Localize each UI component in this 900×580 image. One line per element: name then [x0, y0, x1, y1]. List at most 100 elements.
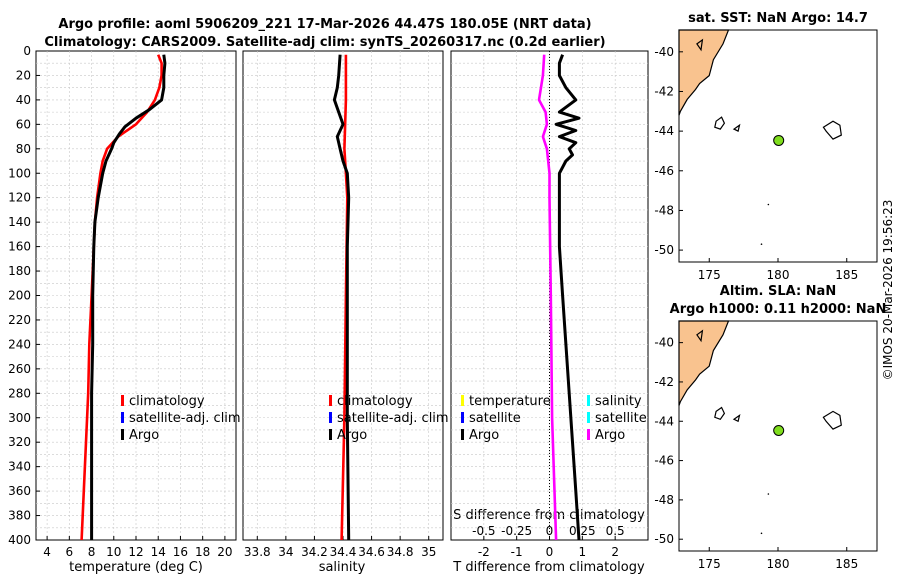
- temperature-legend-swatch: [121, 429, 124, 440]
- depth-tick-label: 0: [23, 44, 31, 58]
- salinity-xtick-label: 33.8: [244, 545, 271, 559]
- difference-series-argo-temperature-difference: [554, 54, 581, 541]
- depth-tick-label: 280: [8, 386, 31, 400]
- map_sla-xtick-label: 185: [835, 557, 858, 571]
- map_sla-islet: [767, 493, 770, 495]
- depth-tick-label: 380: [8, 509, 31, 523]
- map_sst-ytick-label: -48: [654, 203, 674, 217]
- map_sst-island: [822, 120, 842, 140]
- depth-tick-label: 260: [8, 362, 31, 376]
- temperature-legend-label: Argo: [129, 428, 159, 443]
- salinity-diff-tick-label: -0.25: [501, 524, 532, 538]
- salinity-xtick-label: 35: [421, 545, 436, 559]
- difference-xtick-label: 1: [579, 545, 587, 559]
- map_sla-islet: [760, 532, 763, 535]
- salinity-diff-legend-swatch: [587, 429, 590, 440]
- temperature-xtick-label: 12: [128, 545, 143, 559]
- map_sla-ytick-label: -44: [654, 414, 674, 428]
- salinity-diff-legend-label: Argo: [595, 428, 625, 443]
- temperature-diff-legend-swatch: [461, 429, 464, 440]
- chart-marks: 0204060801001201401601802002202402602803…: [8, 29, 858, 571]
- depth-tick-label: 20: [16, 68, 31, 82]
- salinity-xtick-label: 34.2: [301, 545, 328, 559]
- salinity-diff-tick-label: 0.5: [606, 524, 625, 538]
- temperature-xtick-label: 18: [195, 545, 210, 559]
- map_sla-ytick-label: -50: [654, 532, 674, 546]
- map_sst-ytick-label: -44: [654, 124, 674, 138]
- salinity-legend-label: satellite-adj. clim: [337, 411, 449, 426]
- depth-tick-label: 160: [8, 240, 31, 254]
- map_sla-island: [696, 329, 704, 343]
- salinity-diff-legend-label: satellite: [595, 411, 647, 426]
- sla-map-title-line1: Altim. SLA: NaN: [720, 284, 836, 299]
- difference-xtick-label: 2: [611, 545, 619, 559]
- temperature-diff-legend-label: Argo: [469, 428, 499, 443]
- imos-footer: ©IMOS 20-Mar-2026 19:56:23: [881, 200, 895, 381]
- figure-title-line1: Argo profile: aoml 5906209_221 17-Mar-20…: [58, 17, 591, 32]
- salinity-legend-label: Argo: [337, 428, 367, 443]
- map_sst-ytick-label: -46: [654, 164, 674, 178]
- temperature-xtick-label: 14: [151, 545, 166, 559]
- depth-tick-label: 180: [8, 264, 31, 278]
- difference-top-label: S difference from climatology: [453, 508, 645, 523]
- map_sla-island: [822, 410, 842, 430]
- depth-tick-label: 200: [8, 289, 31, 303]
- depth-tick-label: 240: [8, 337, 31, 351]
- temperature-xlabel: temperature (deg C): [69, 560, 203, 575]
- map_sla-ytick-label: -48: [654, 493, 674, 507]
- figure-title-line2: Climatology: CARS2009. Satellite-adj cli…: [44, 35, 605, 50]
- map_sla-land: [678, 320, 730, 406]
- salinity-legend-swatch: [329, 412, 332, 423]
- temperature-xtick-label: 4: [43, 545, 51, 559]
- salinity-legend-swatch: [329, 395, 332, 406]
- depth-tick-label: 220: [8, 313, 31, 327]
- depth-tick-label: 40: [16, 93, 31, 107]
- map_sla-ytick-label: -42: [654, 375, 674, 389]
- depth-tick-label: 120: [8, 191, 31, 205]
- temperature-legend-label: satellite-adj. clim: [129, 411, 241, 426]
- map_sla-xtick-label: 180: [767, 557, 790, 571]
- temperature-xtick-label: 8: [88, 545, 96, 559]
- salinity-diff-legend-swatch: [587, 395, 590, 406]
- map_sla-xtick-label: 175: [698, 557, 721, 571]
- temperature-diff-legend-label: temperature: [469, 394, 551, 409]
- sst-map-title: sat. SST: NaN Argo: 14.7: [688, 11, 868, 26]
- sla-map-title-line2: Argo h1000: 0.11 h2000: NaN: [670, 302, 887, 317]
- salinity-diff-legend-swatch: [587, 412, 590, 423]
- map_sla-argo-position-marker: [773, 424, 785, 436]
- map_sst-island: [732, 123, 741, 132]
- depth-tick-label: 360: [8, 484, 31, 498]
- depth-tick-label: 140: [8, 215, 31, 229]
- temperature-series-argo: [90, 54, 167, 540]
- difference-xtick-label: -1: [511, 545, 523, 559]
- difference-xtick-label: 0: [546, 545, 554, 559]
- temperature-xtick-label: 6: [66, 545, 74, 559]
- depth-tick-label: 340: [8, 460, 31, 474]
- depth-tick-label: 80: [16, 142, 31, 156]
- difference-series-argo-salinity-difference: [537, 54, 558, 541]
- temperature-series-climatology: [80, 54, 163, 541]
- depth-tick-label: 300: [8, 411, 31, 425]
- salinity-legend-label: climatology: [337, 394, 413, 409]
- salinity-diff-tick-label: 0.25: [569, 524, 596, 538]
- salinity-diff-legend-label: salinity: [595, 394, 642, 409]
- map_sst-xtick-label: 175: [698, 268, 721, 282]
- map_sst-argo-position-marker: [773, 134, 785, 146]
- salinity-diff-tick-label: -0.5: [472, 524, 495, 538]
- map_sst-islet: [767, 203, 770, 206]
- map_sst-ytick-label: -50: [654, 243, 674, 257]
- map_sla-ytick-label: -46: [654, 454, 674, 468]
- depth-tick-label: 60: [16, 117, 31, 131]
- salinity-series-argo: [332, 54, 351, 541]
- depth-tick-label: 320: [8, 435, 31, 449]
- map_sst-island: [696, 38, 704, 52]
- temperature-diff-legend-swatch: [461, 412, 464, 423]
- map_sla-island: [714, 406, 726, 421]
- salinity-legend-swatch: [329, 429, 332, 440]
- depth-tick-label: 100: [8, 166, 31, 180]
- salinity-xlabel: salinity: [319, 560, 366, 575]
- difference-xlabel: T difference from climatology: [452, 560, 645, 575]
- map_sla-ytick-label: -40: [654, 336, 674, 350]
- temperature-xtick-label: 20: [217, 545, 232, 559]
